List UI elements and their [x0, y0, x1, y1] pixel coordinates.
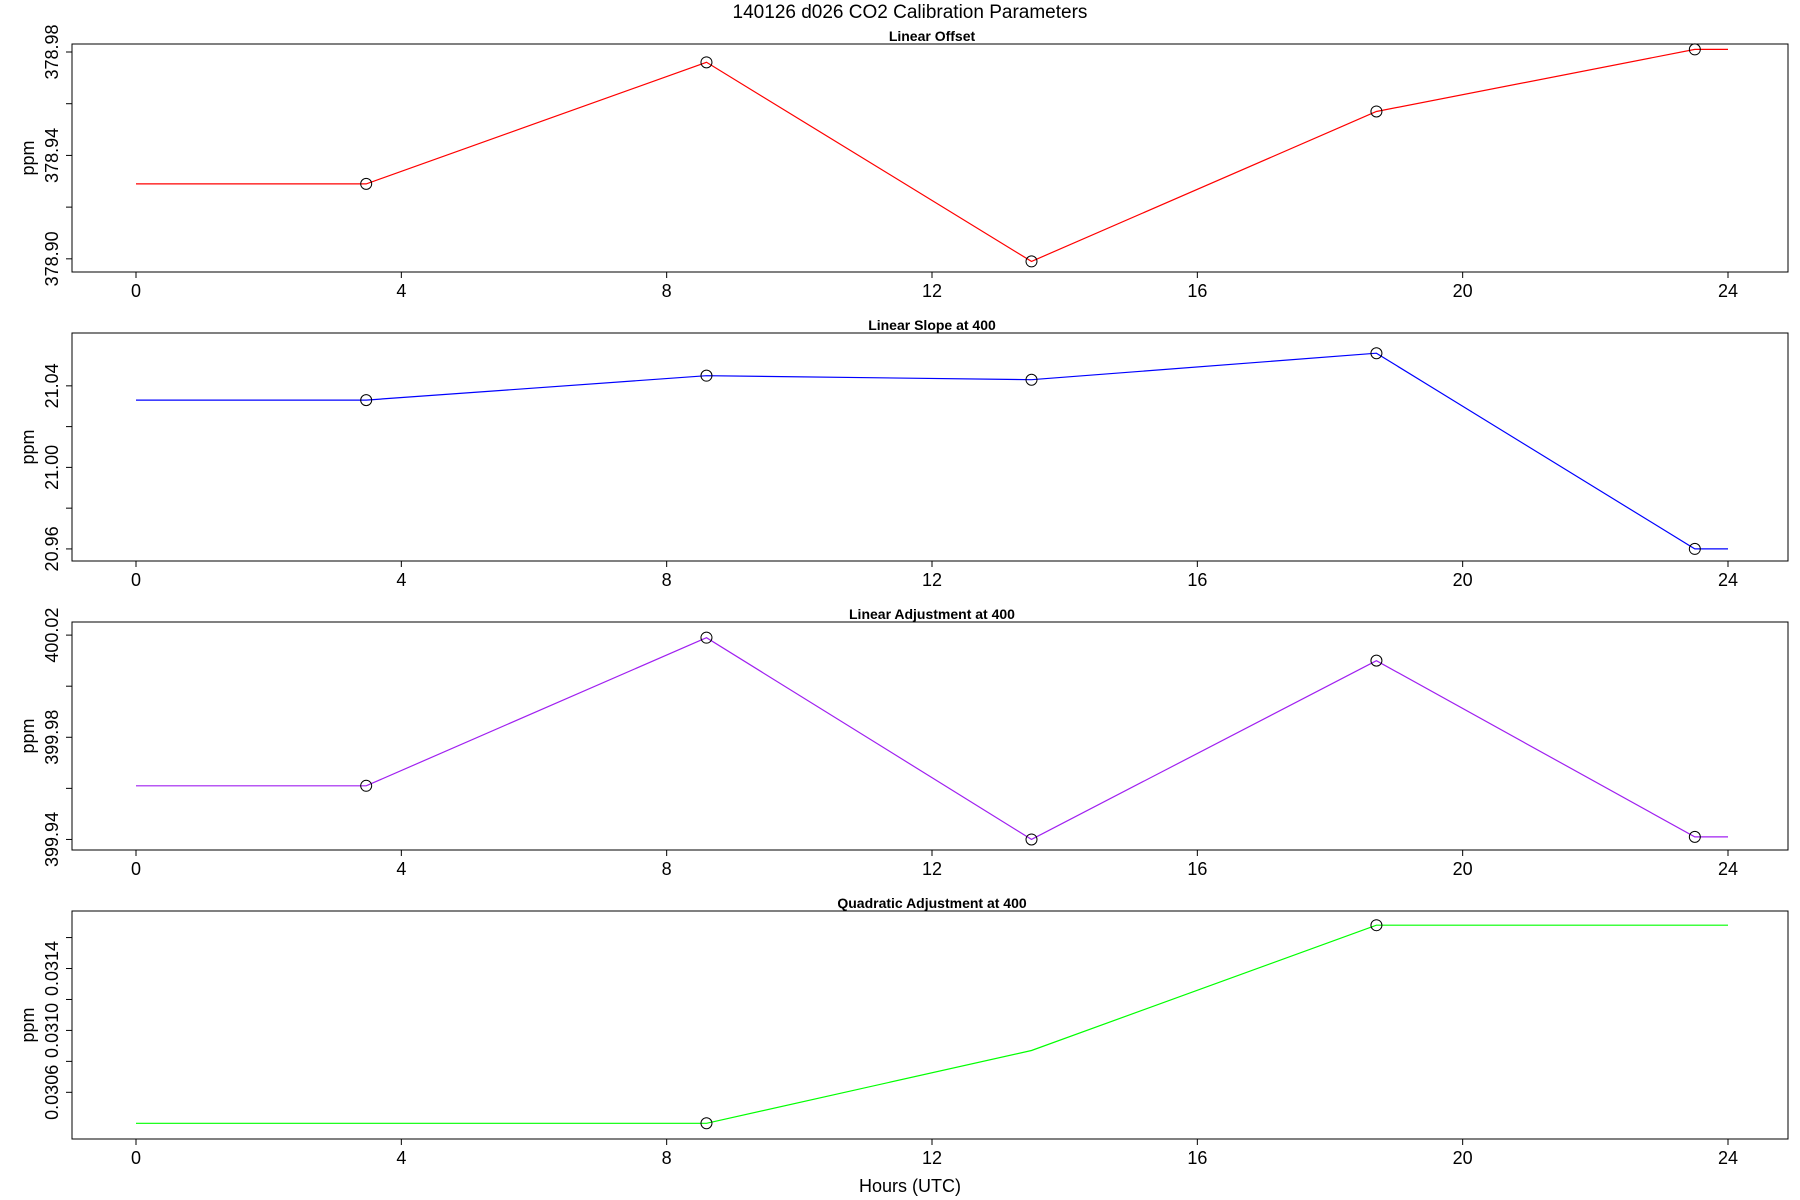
panel-title: Linear Adjustment at 400 [849, 606, 1015, 622]
figure-title: 140126 d026 CO2 Calibration Parameters [733, 2, 1088, 23]
x-tick-label: 8 [662, 1148, 672, 1168]
x-tick-label: 20 [1453, 281, 1473, 301]
data-point [1025, 833, 1038, 846]
x-tick-label: 8 [662, 859, 672, 879]
panel-3: Linear Adjustment at 400 0 4 8 12 16 20 24 399.9… [18, 606, 1789, 879]
x-axis-label: Hours (UTC) [859, 1176, 961, 1196]
x-tick-label: 24 [1718, 281, 1738, 301]
y-tick-label: 399.98 [42, 710, 62, 765]
x-tick-label: 16 [1187, 859, 1207, 879]
series-line [136, 352, 1728, 550]
data-point [360, 177, 373, 190]
data-point [700, 369, 713, 382]
y-tick-label: 399.94 [42, 812, 62, 867]
x-tick-label: 20 [1453, 570, 1473, 590]
y-tick-label: 378.94 [42, 128, 62, 183]
y-tick-label: 21.04 [42, 363, 62, 408]
x-tick-label: 0 [131, 1148, 141, 1168]
data-point [1025, 373, 1038, 386]
data-point [1370, 654, 1383, 667]
data-point [1370, 919, 1383, 932]
x-tick-label: 16 [1187, 281, 1207, 301]
x-tick-label: 16 [1187, 570, 1207, 590]
data-point [700, 1117, 713, 1130]
y-tick-label: 0.0310 [42, 1003, 62, 1058]
x-tick-label: 4 [396, 570, 406, 590]
x-tick-label: 4 [396, 281, 406, 301]
plot-frame [71, 621, 1789, 851]
y-tick-label: 378.90 [42, 231, 62, 286]
x-tick-label: 4 [396, 1148, 406, 1168]
panel-2: Linear Slope at 400 0 4 8 12 16 20 24 20.96 21.00… [18, 317, 1789, 590]
x-tick-label: 0 [131, 281, 141, 301]
y-axis-label: ppm [18, 1007, 38, 1042]
y-axis-label: ppm [18, 140, 38, 175]
series-line [136, 924, 1728, 1124]
x-tick-label: 0 [131, 570, 141, 590]
plot-frame [71, 43, 1789, 273]
x-tick-label: 8 [662, 281, 672, 301]
y-axis-label: ppm [18, 429, 38, 464]
data-point [1370, 347, 1383, 360]
data-point [1370, 105, 1383, 118]
x-tick-label: 0 [131, 859, 141, 879]
x-tick-label: 12 [922, 281, 942, 301]
x-tick-label: 12 [922, 1148, 942, 1168]
x-tick-label: 16 [1187, 1148, 1207, 1168]
panel-4: Quadratic Adjustment at 400 0 4 8 12 16 20 24 0.… [18, 895, 1789, 1168]
panel-title: Linear Offset [889, 28, 976, 44]
y-axis-label: ppm [18, 718, 38, 753]
series-line [136, 637, 1728, 841]
x-tick-label: 24 [1718, 570, 1738, 590]
data-point [700, 56, 713, 69]
panel-1: Linear Offset 0 4 8 12 16 20 24 378.90 378.94 378.… [18, 24, 1789, 301]
y-tick-label: 21.00 [42, 445, 62, 490]
data-point [360, 394, 373, 407]
plot-frame [71, 910, 1789, 1140]
panel-title: Linear Slope at 400 [868, 317, 996, 333]
data-point [1688, 43, 1701, 56]
panels-group: Linear Offset 0 4 8 12 16 20 24 378.90 378.94 378.… [18, 24, 1789, 1168]
data-point [1688, 542, 1701, 555]
x-tick-label: 12 [922, 570, 942, 590]
x-tick-label: 20 [1453, 1148, 1473, 1168]
x-tick-label: 8 [662, 570, 672, 590]
panel-title: Quadratic Adjustment at 400 [837, 895, 1027, 911]
series-line [136, 48, 1728, 263]
y-tick-label: 0.0306 [42, 1065, 62, 1120]
x-tick-label: 12 [922, 859, 942, 879]
x-tick-label: 20 [1453, 859, 1473, 879]
data-point [1688, 830, 1701, 843]
data-point [1025, 255, 1038, 268]
data-point [360, 779, 373, 792]
y-tick-label: 400.02 [42, 608, 62, 663]
plot-frame [71, 332, 1789, 562]
x-tick-label: 24 [1718, 859, 1738, 879]
y-tick-label: 20.96 [42, 526, 62, 571]
x-tick-label: 4 [396, 859, 406, 879]
data-point [700, 631, 713, 644]
y-tick-label: 378.98 [42, 24, 62, 79]
y-tick-label: 0.0314 [42, 941, 62, 996]
x-tick-label: 24 [1718, 1148, 1738, 1168]
